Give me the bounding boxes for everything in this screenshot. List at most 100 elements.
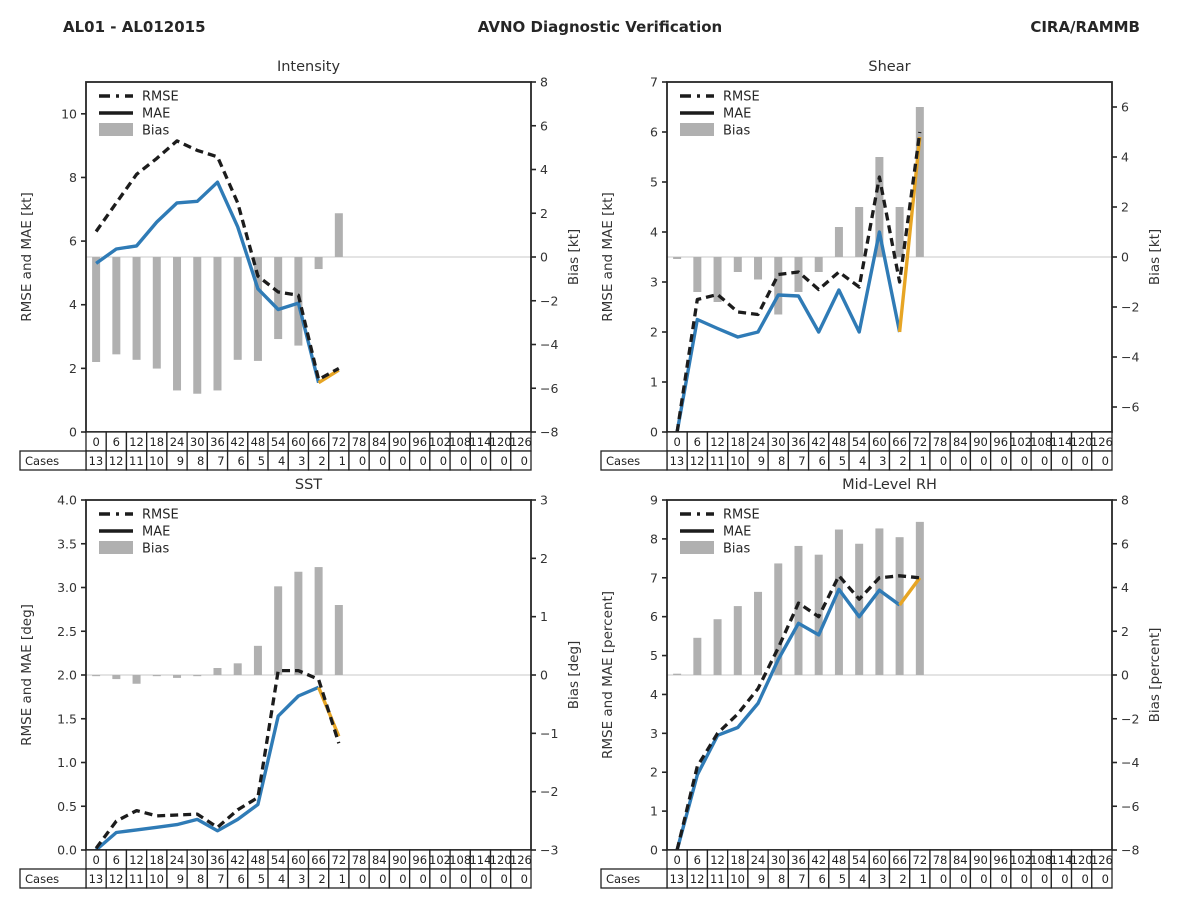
svg-text:126: 126 — [1091, 853, 1113, 867]
cases-label: Cases — [25, 454, 59, 468]
svg-text:72: 72 — [913, 853, 928, 867]
rmse-line — [675, 574, 920, 851]
svg-text:108: 108 — [1030, 435, 1052, 449]
legend-bias-sample — [99, 123, 133, 136]
svg-text:102: 102 — [429, 435, 451, 449]
bias-bar — [754, 591, 763, 675]
svg-text:1: 1 — [540, 609, 548, 624]
svg-text:48: 48 — [251, 435, 266, 449]
bias-axis-label: Bias [percent] — [1147, 628, 1163, 723]
svg-text:108: 108 — [449, 853, 471, 867]
legend: RMSE MAE Bias — [99, 90, 179, 139]
svg-text:1: 1 — [650, 375, 658, 390]
svg-text:84: 84 — [953, 853, 968, 867]
svg-text:0: 0 — [650, 843, 658, 858]
bias-bar — [834, 529, 843, 675]
bias-bar — [193, 675, 202, 677]
svg-text:84: 84 — [372, 853, 387, 867]
svg-text:12: 12 — [109, 454, 124, 468]
branding-label: CIRA/RAMMB — [1030, 18, 1140, 36]
svg-text:18: 18 — [149, 435, 164, 449]
bias-bar — [132, 675, 141, 684]
svg-text:54: 54 — [852, 853, 867, 867]
svg-text:0.5: 0.5 — [57, 799, 77, 814]
cases-label: Cases — [25, 872, 59, 886]
svg-text:78: 78 — [933, 435, 948, 449]
svg-text:4: 4 — [859, 454, 866, 468]
svg-text:2: 2 — [650, 765, 658, 780]
svg-text:6: 6 — [237, 872, 244, 886]
svg-text:9: 9 — [758, 454, 765, 468]
bias-bar — [92, 257, 101, 362]
panel-title: Shear — [868, 59, 910, 75]
bias-bar — [855, 207, 864, 257]
y-axis-right-bias: 8 6 4 2 0 −2 −4 −6 −8 — [1112, 493, 1139, 858]
svg-text:0: 0 — [980, 872, 987, 886]
legend-rmse-label: RMSE — [723, 508, 760, 523]
bias-bar — [233, 663, 242, 675]
svg-text:96: 96 — [412, 435, 427, 449]
svg-text:0: 0 — [650, 425, 658, 440]
svg-text:102: 102 — [1010, 435, 1032, 449]
svg-text:2: 2 — [318, 454, 325, 468]
y-axis-right-bias: 6 4 2 0 −2 −4 −6 — [1112, 100, 1139, 415]
svg-text:0: 0 — [960, 454, 967, 468]
svg-text:90: 90 — [392, 435, 407, 449]
cases-label-box — [600, 868, 668, 889]
svg-text:4: 4 — [69, 297, 77, 312]
svg-text:3: 3 — [298, 872, 305, 886]
bias-bar — [112, 257, 121, 355]
svg-text:0: 0 — [673, 435, 680, 449]
bias-bar — [915, 107, 924, 257]
svg-text:4: 4 — [859, 872, 866, 886]
mae-line — [94, 685, 320, 852]
svg-text:8: 8 — [778, 872, 785, 886]
svg-text:120: 120 — [490, 853, 512, 867]
svg-text:114: 114 — [469, 853, 491, 867]
svg-text:7: 7 — [650, 75, 658, 90]
svg-text:6: 6 — [650, 609, 658, 624]
y-axis-label: RMSE and MAE [kt] — [600, 192, 616, 321]
svg-text:0: 0 — [1121, 668, 1129, 683]
svg-text:72: 72 — [332, 435, 347, 449]
svg-text:0: 0 — [1061, 454, 1068, 468]
panel-title: Mid-Level RH — [842, 477, 937, 493]
legend-rmse-label: RMSE — [142, 90, 179, 105]
svg-text:9: 9 — [650, 493, 658, 508]
svg-text:30: 30 — [771, 853, 786, 867]
svg-text:6: 6 — [1121, 536, 1129, 551]
svg-text:10: 10 — [730, 454, 745, 468]
svg-text:18: 18 — [730, 853, 745, 867]
svg-text:6: 6 — [113, 853, 120, 867]
svg-text:2: 2 — [69, 361, 77, 376]
svg-text:108: 108 — [449, 435, 471, 449]
bias-bar — [253, 257, 262, 361]
svg-text:42: 42 — [230, 435, 245, 449]
legend-rmse-label: RMSE — [723, 90, 760, 105]
svg-text:13: 13 — [89, 454, 104, 468]
bias-bar — [875, 528, 884, 675]
bias-bar — [213, 257, 222, 391]
bias-bar — [713, 257, 722, 302]
svg-text:72: 72 — [913, 435, 928, 449]
bias-bar — [794, 257, 803, 292]
y-axis-left: 0 1 2 3 4 5 6 7 — [650, 75, 667, 440]
svg-text:4: 4 — [278, 872, 285, 886]
svg-text:0: 0 — [480, 454, 487, 468]
svg-text:13: 13 — [670, 872, 685, 886]
svg-text:0: 0 — [440, 872, 447, 886]
svg-text:0: 0 — [1001, 454, 1008, 468]
svg-text:0: 0 — [399, 872, 406, 886]
svg-text:12: 12 — [710, 435, 725, 449]
svg-text:3: 3 — [650, 726, 658, 741]
svg-text:5: 5 — [258, 454, 265, 468]
bias-bar — [112, 675, 121, 680]
svg-text:0: 0 — [673, 853, 680, 867]
legend-bias-label: Bias — [723, 124, 750, 139]
svg-text:1.5: 1.5 — [57, 711, 77, 726]
cases-label: Cases — [606, 872, 640, 886]
svg-text:−8: −8 — [540, 425, 558, 440]
svg-text:8: 8 — [69, 170, 77, 185]
svg-text:30: 30 — [190, 853, 205, 867]
